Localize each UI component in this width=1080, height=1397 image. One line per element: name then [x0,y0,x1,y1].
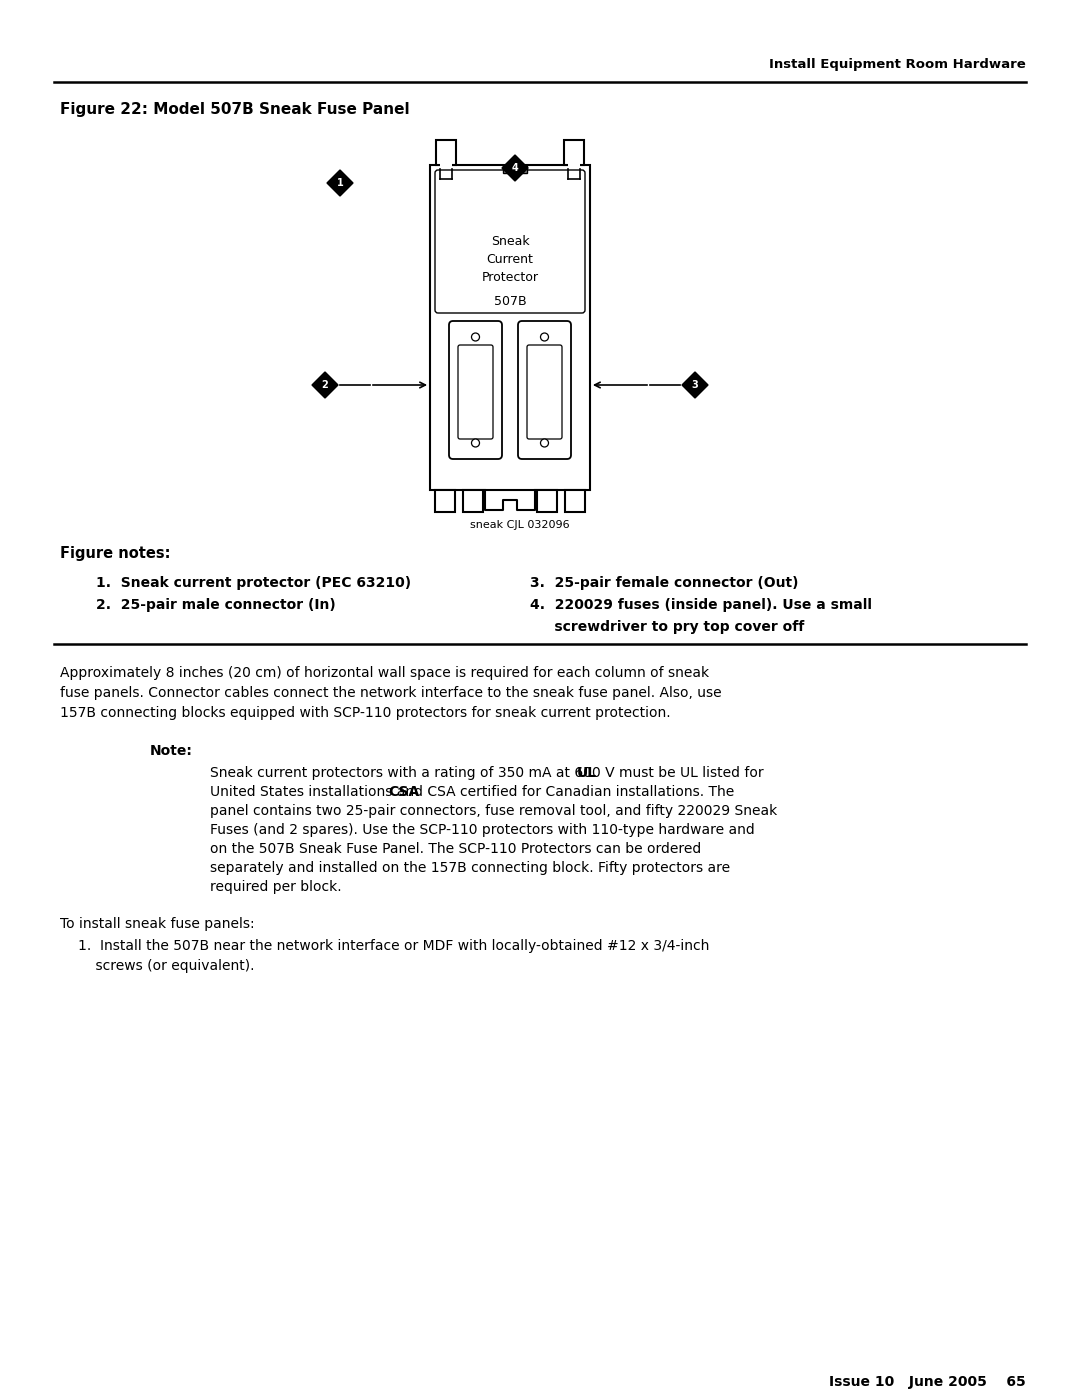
Bar [430,165,590,490]
Text: 1.  Install the 507B near the network interface or MDF with locally-obtained #12: 1. Install the 507B near the network int… [78,939,710,953]
Text: 2.  25-pair male connector (In): 2. 25-pair male connector (In) [96,598,336,612]
Text: Fuses (and 2 spares). Use the SCP-110 protectors with 110-type hardware and: Fuses (and 2 spares). Use the SCP-110 pr… [210,823,755,837]
Polygon shape [327,170,353,196]
Text: Figure 22: Model 507B Sneak Fuse Panel: Figure 22: Model 507B Sneak Fuse Panel [60,102,409,117]
Text: CSA: CSA [388,785,419,799]
Bar [435,490,455,511]
Circle shape [472,439,480,447]
Polygon shape [681,372,708,398]
Text: 4: 4 [512,163,518,173]
Text: Figure notes:: Figure notes: [60,546,171,562]
Text: 3.  25-pair female connector (Out): 3. 25-pair female connector (Out) [530,576,798,590]
Text: Issue 10   June 2005    65: Issue 10 June 2005 65 [829,1375,1026,1389]
Text: 1.  Sneak current protector (PEC 63210): 1. Sneak current protector (PEC 63210) [96,576,411,590]
Text: 1: 1 [337,177,343,189]
Text: Sneak current protectors with a rating of 350 mA at 600 V must be UL listed for: Sneak current protectors with a rating o… [210,766,764,780]
Text: 4.  220029 fuses (inside panel). Use a small: 4. 220029 fuses (inside panel). Use a sm… [530,598,872,612]
Text: separately and installed on the 157B connecting block. Fifty protectors are: separately and installed on the 157B con… [210,861,730,875]
Bar [565,490,585,511]
Text: panel contains two 25-pair connectors, fuse removal tool, and fifty 220029 Sneak: panel contains two 25-pair connectors, f… [210,805,778,819]
Bar [503,165,527,173]
Bar [564,140,584,165]
Text: screwdriver to pry top cover off: screwdriver to pry top cover off [530,620,805,634]
Bar [436,140,456,165]
FancyBboxPatch shape [518,321,571,460]
Circle shape [540,332,549,341]
Text: required per block.: required per block. [210,880,341,894]
Text: Install Equipment Room Hardware: Install Equipment Room Hardware [769,59,1026,71]
Bar [440,159,453,169]
FancyBboxPatch shape [449,321,502,460]
Text: 507B: 507B [494,295,526,307]
Text: Approximately 8 inches (20 cm) of horizontal wall space is required for each col: Approximately 8 inches (20 cm) of horizo… [60,666,710,680]
Text: fuse panels. Connector cables connect the network interface to the sneak fuse pa: fuse panels. Connector cables connect th… [60,686,721,700]
Text: 2: 2 [322,380,328,390]
FancyBboxPatch shape [458,345,492,439]
Bar [537,490,557,511]
Polygon shape [502,155,528,182]
Circle shape [540,439,549,447]
Polygon shape [312,372,338,398]
Text: screws (or equivalent).: screws (or equivalent). [78,958,255,972]
Text: UL: UL [577,766,597,780]
Text: Sneak
Current
Protector: Sneak Current Protector [482,235,539,284]
Text: on the 507B Sneak Fuse Panel. The SCP-110 Protectors can be ordered: on the 507B Sneak Fuse Panel. The SCP-11… [210,842,701,856]
FancyBboxPatch shape [527,345,562,439]
Bar [463,490,483,511]
Text: Note:: Note: [150,745,193,759]
Bar [568,159,580,169]
Text: To install sneak fuse panels:: To install sneak fuse panels: [60,916,255,930]
Circle shape [472,332,480,341]
Text: United States installations and CSA certified for Canadian installations. The: United States installations and CSA cert… [210,785,734,799]
Text: 157B connecting blocks equipped with SCP-110 protectors for sneak current protec: 157B connecting blocks equipped with SCP… [60,705,671,719]
FancyBboxPatch shape [435,170,585,313]
Text: sneak CJL 032096: sneak CJL 032096 [470,520,570,529]
Text: 3: 3 [691,380,699,390]
